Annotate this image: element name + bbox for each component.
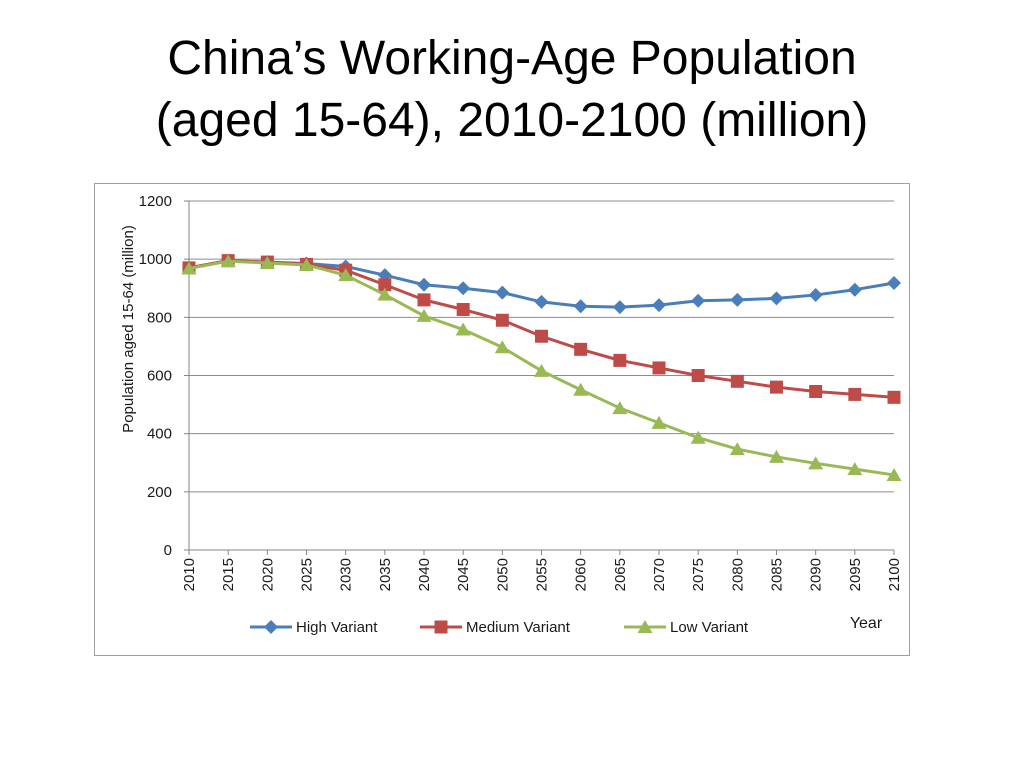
y-tick-label: 400 [147,426,172,443]
x-tick-label: 2095 [847,558,864,591]
x-tick-label: 2090 [808,558,825,591]
series-low [181,254,902,481]
data-point-low [377,287,393,301]
data-point-low [573,382,589,396]
y-tick-label: 1000 [139,251,172,268]
x-tick-labels: 2010 2015 2020 2025 2030 2035 2040 2045 2050 2055… [181,558,903,591]
x-tick-label: 2100 [886,558,903,591]
data-point-high [456,281,471,296]
data-point-low [690,430,706,444]
data-point-low [769,449,784,463]
y-tick-labels: 0 200 400 600 800 1000 1200 [139,193,172,559]
legend-item-medium: Medium Variant [420,619,571,636]
series-medium [182,254,901,404]
data-point-low [494,340,510,354]
legend-label-low: Low Variant [670,619,749,636]
data-point-low [534,363,549,377]
data-point-low [181,261,197,275]
data-point-low [612,401,628,415]
y-axis-title: Population aged 15-64 (million) [120,225,137,433]
x-tick-label: 2065 [612,558,629,591]
x-tick-label: 2010 [181,558,198,591]
legend-marker-low [637,620,653,633]
data-point-high [573,299,588,314]
data-point-low [886,467,902,481]
data-point-low [299,257,314,271]
data-point-low [808,456,824,470]
data-point-high [847,282,862,297]
legend-label-medium: Medium Variant [466,619,571,636]
data-point-low [338,268,354,282]
data-point-high [730,292,745,307]
y-tick-label: 800 [147,309,172,326]
x-tick-label: 2020 [259,558,276,591]
x-tick-label: 2075 [690,558,707,591]
data-point-medium [613,353,627,367]
data-point-low [455,322,471,336]
data-point-medium [730,374,744,388]
x-tick-label: 2050 [494,558,511,591]
data-point-high [652,298,666,313]
data-point-low [259,255,275,269]
series-lines [181,253,902,481]
data-point-low [220,254,236,268]
data-point-high [769,291,784,306]
x-tick-label: 2080 [729,558,746,591]
x-tick-label: 2070 [651,558,668,591]
slide-title: China’s Working-Age Population (aged 15-… [0,28,1024,152]
x-tick-label: 2060 [573,558,590,591]
data-point-medium [456,302,470,316]
data-point-medium [691,369,705,382]
slide-title-line-2: (aged 15-64), 2010-2100 (million) [155,94,869,147]
data-point-low [847,462,863,476]
x-axis-title: Year [850,615,883,632]
data-point-medium [495,313,509,327]
data-point-medium [887,390,901,404]
legend: High Variant Medium Variant Low Variant [250,619,749,636]
data-point-medium [848,387,862,401]
data-point-medium [574,342,588,356]
legend-marker-high [264,620,278,634]
data-point-high [534,294,549,309]
y-tick-label: 0 [164,542,172,559]
x-tick-label: 2015 [220,558,237,591]
x-tick-label: 2045 [455,558,472,591]
data-point-medium [809,384,823,398]
x-tick-label: 2040 [416,558,433,591]
grid-lines [184,200,895,555]
data-point-medium [378,278,392,292]
data-point-low [651,415,667,429]
x-tick-label: 2025 [299,558,316,591]
data-point-medium [770,380,783,394]
data-point-high [691,293,706,308]
legend-item-high: High Variant [250,619,378,636]
data-point-high [495,285,510,300]
data-point-high [808,287,823,302]
data-point-medium [417,293,431,307]
data-point-medium [535,329,548,343]
legend-marker-medium [434,620,448,634]
legend-item-low: Low Variant [624,619,749,636]
x-tick-label: 2030 [338,558,355,591]
data-point-high [887,276,901,291]
data-point-low [729,442,745,456]
data-point-high [417,277,431,292]
slide-title-line-1: China’s Working-Age Population [167,32,857,85]
legend-label-high: High Variant [296,619,378,636]
data-point-low [416,308,432,322]
x-tick-label: 2085 [769,558,786,591]
data-point-medium [652,361,666,375]
x-tick-label: 2035 [377,558,394,591]
y-tick-label: 600 [147,368,172,385]
y-tick-label: 1200 [139,193,172,210]
y-tick-label: 200 [147,484,172,501]
x-tick-label: 2055 [534,558,551,591]
data-point-high [612,300,627,315]
axes [188,201,894,551]
